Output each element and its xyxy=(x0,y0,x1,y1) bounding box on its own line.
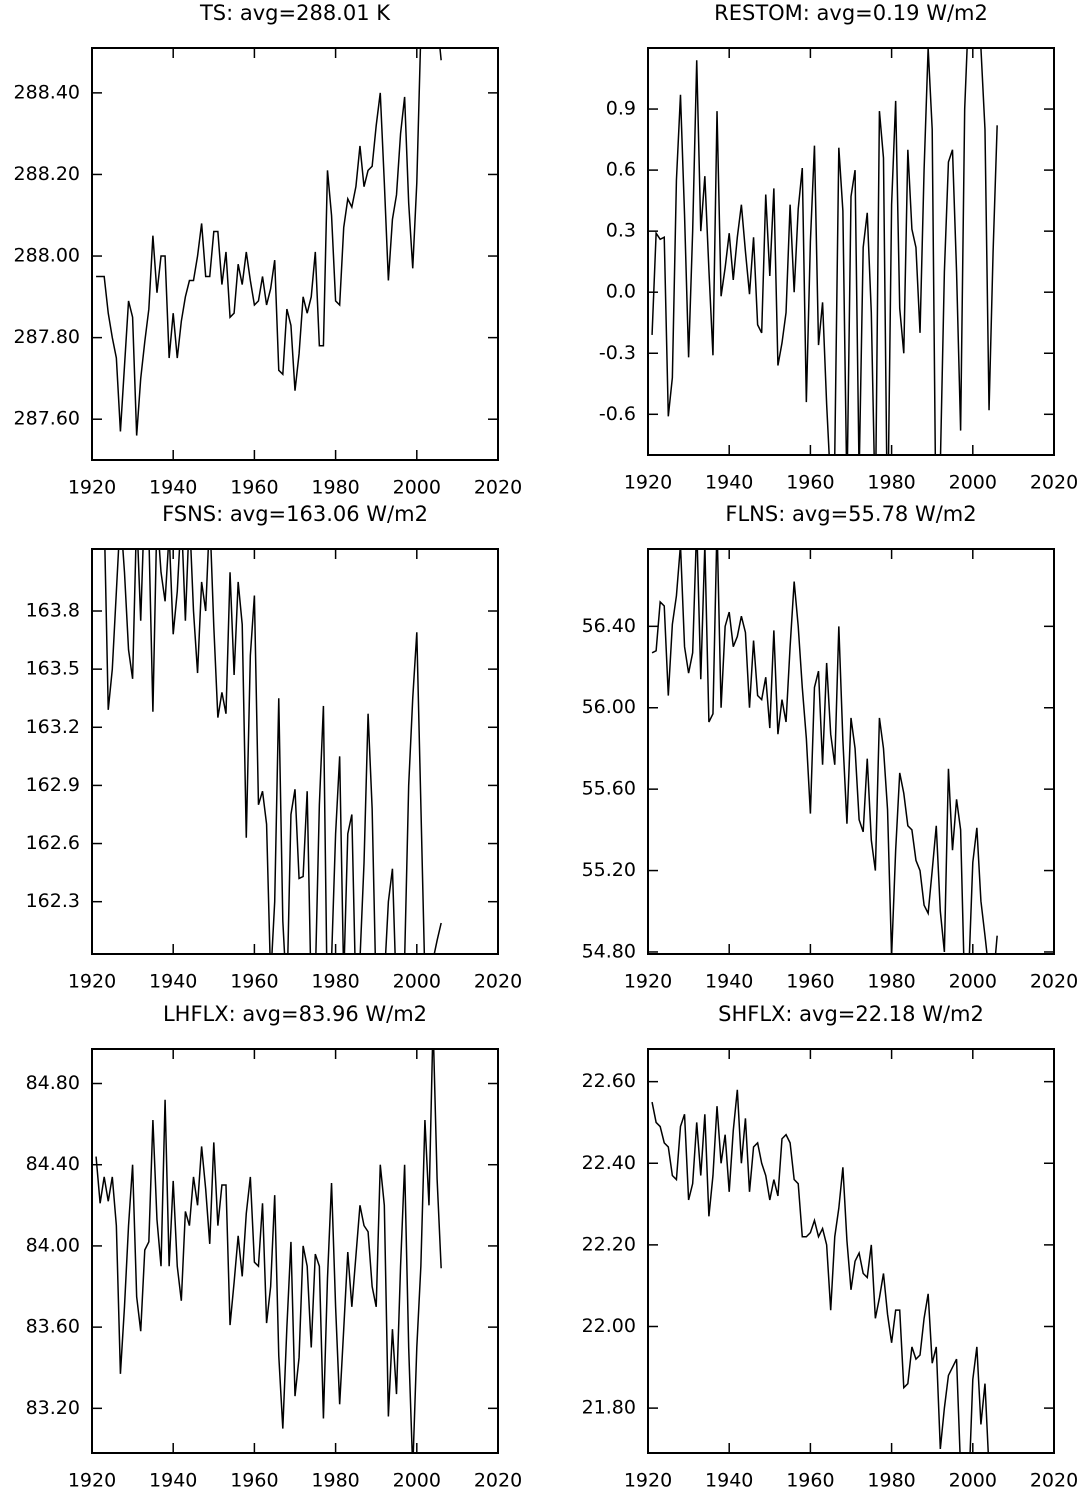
y-tick-label: -0.6 xyxy=(599,403,636,425)
x-tick-label: 2000 xyxy=(393,1470,441,1492)
y-tick-label: 163.8 xyxy=(26,600,80,622)
y-tick-label: 162.9 xyxy=(26,774,80,796)
x-tick-label: 2020 xyxy=(474,1470,522,1492)
plot-frame xyxy=(647,1048,1055,1454)
plot-frame xyxy=(91,47,499,461)
y-tick-label: 55.20 xyxy=(582,859,636,881)
y-tick-label: 22.00 xyxy=(582,1315,636,1337)
x-tick-label: 1940 xyxy=(705,1470,753,1492)
x-tick-label: 1920 xyxy=(624,971,672,993)
x-tick-label: 1920 xyxy=(624,1470,672,1492)
panel: FSNS: avg=163.06 W/m2 1920 1940 1960 1980 200… xyxy=(26,502,523,993)
x-tick-label: 1960 xyxy=(230,1470,278,1492)
panel: LHFLX: avg=83.96 W/m2 1920 1940 1960 1980 200… xyxy=(26,1002,523,1492)
y-tick-label: 22.60 xyxy=(582,1070,636,1092)
y-tick-label: 162.3 xyxy=(26,890,80,912)
x-tick-label: 2000 xyxy=(949,472,997,494)
x-tick-label: 2000 xyxy=(393,477,441,499)
x-tick-label: 2020 xyxy=(474,477,522,499)
x-tick-label: 2000 xyxy=(949,971,997,993)
plot-frame xyxy=(91,548,499,955)
x-tick-label: 1980 xyxy=(867,971,915,993)
data-line xyxy=(651,48,998,455)
y-tick-label: 54.80 xyxy=(582,940,636,962)
panel-title: FLNS: avg=55.78 W/m2 xyxy=(725,502,976,526)
x-tick-label: 2020 xyxy=(1030,971,1078,993)
x-tick-label: 1960 xyxy=(230,477,278,499)
y-tick-label: 163.5 xyxy=(26,658,80,680)
panel: SHFLX: avg=22.18 W/m2 1920 1940 1960 1980 200… xyxy=(582,1002,1079,1492)
x-tick-label: 1940 xyxy=(149,477,197,499)
x-tick-label: 1960 xyxy=(230,971,278,993)
y-tick-label: 288.40 xyxy=(14,81,80,103)
plot-frame xyxy=(91,1048,499,1454)
x-tick-label: 1960 xyxy=(786,1470,834,1492)
panel: RESTOM: avg=0.19 W/m2 1920 1940 1960 1980 200… xyxy=(599,1,1078,494)
x-tick-label: 1980 xyxy=(867,1470,915,1492)
plot-frame xyxy=(647,548,1055,955)
panel-title: FSNS: avg=163.06 W/m2 xyxy=(162,502,428,526)
y-tick-label: 288.00 xyxy=(14,245,80,267)
panel-title: TS: avg=288.01 K xyxy=(199,1,391,25)
x-tick-label: 1920 xyxy=(68,1470,116,1492)
x-tick-label: 1940 xyxy=(149,971,197,993)
y-tick-label: 287.60 xyxy=(14,408,80,430)
y-tick-label: -0.3 xyxy=(599,342,636,364)
x-tick-label: 2020 xyxy=(1030,1470,1078,1492)
y-tick-label: 0.3 xyxy=(606,220,636,242)
panel: FLNS: avg=55.78 W/m2 1920 1940 1960 1980 2000… xyxy=(582,502,1079,993)
x-tick-label: 1940 xyxy=(705,971,753,993)
data-line xyxy=(651,549,998,954)
x-tick-label: 2000 xyxy=(393,971,441,993)
x-tick-label: 1940 xyxy=(149,1470,197,1492)
y-tick-label: 83.60 xyxy=(26,1316,80,1338)
y-tick-label: 0.0 xyxy=(606,281,636,303)
x-tick-label: 2020 xyxy=(474,971,522,993)
x-tick-label: 1980 xyxy=(311,477,359,499)
x-tick-label: 1980 xyxy=(311,1470,359,1492)
y-tick-label: 288.20 xyxy=(14,163,80,185)
data-line xyxy=(95,1049,442,1453)
y-tick-label: 84.40 xyxy=(26,1153,80,1175)
y-tick-label: 22.40 xyxy=(582,1152,636,1174)
plot-frame xyxy=(647,47,1055,456)
panel-title: LHFLX: avg=83.96 W/m2 xyxy=(163,1002,427,1026)
y-tick-label: 56.40 xyxy=(582,615,636,637)
panel: TS: avg=288.01 K 1920 1940 1960 1980 2000 2020… xyxy=(14,1,523,499)
x-tick-label: 1980 xyxy=(311,971,359,993)
x-tick-label: 1960 xyxy=(786,971,834,993)
panel-title: RESTOM: avg=0.19 W/m2 xyxy=(714,1,988,25)
x-tick-label: 1920 xyxy=(68,477,116,499)
y-tick-label: 83.20 xyxy=(26,1397,80,1419)
x-tick-label: 1960 xyxy=(786,472,834,494)
y-tick-label: 0.9 xyxy=(606,98,636,120)
y-tick-label: 84.00 xyxy=(26,1234,80,1256)
x-tick-label: 2000 xyxy=(949,1470,997,1492)
x-tick-label: 1920 xyxy=(68,971,116,993)
y-tick-label: 56.00 xyxy=(582,696,636,718)
x-tick-label: 1920 xyxy=(624,472,672,494)
y-tick-label: 55.60 xyxy=(582,778,636,800)
data-line xyxy=(651,1089,990,1453)
y-tick-label: 22.20 xyxy=(582,1233,636,1255)
x-tick-label: 1940 xyxy=(705,472,753,494)
data-line xyxy=(96,48,442,436)
data-line xyxy=(104,549,442,954)
y-tick-label: 163.2 xyxy=(26,716,80,738)
y-tick-label: 287.80 xyxy=(14,326,80,348)
panel-title: SHFLX: avg=22.18 W/m2 xyxy=(718,1002,984,1026)
x-tick-label: 2020 xyxy=(1030,472,1078,494)
x-tick-label: 1980 xyxy=(867,472,915,494)
y-tick-label: 162.6 xyxy=(26,832,80,854)
y-tick-label: 0.6 xyxy=(606,159,636,181)
y-tick-label: 21.80 xyxy=(582,1397,636,1419)
y-tick-label: 84.80 xyxy=(26,1072,80,1094)
